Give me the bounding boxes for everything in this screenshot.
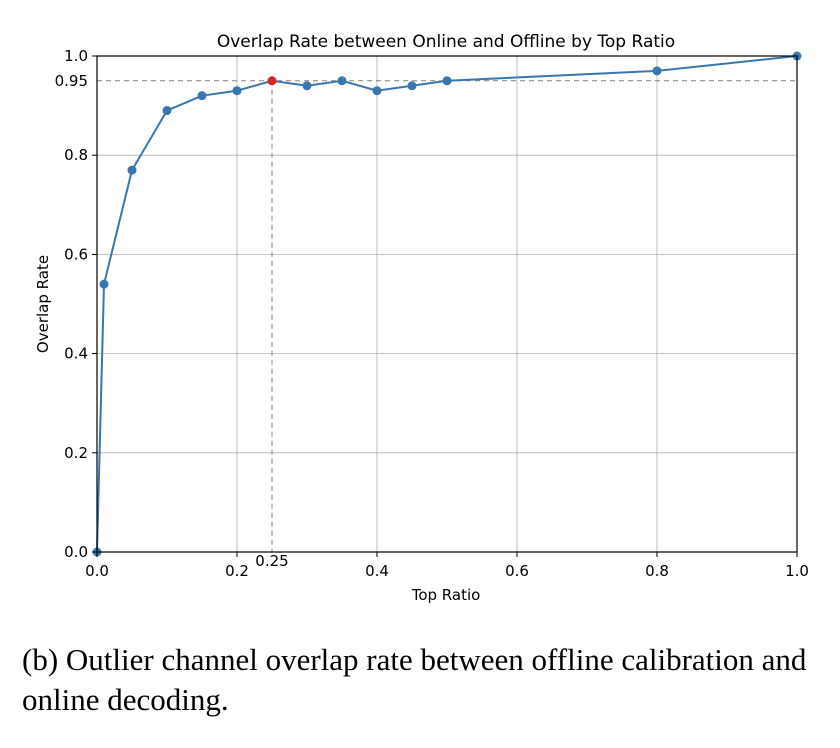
y-axis-label: Overlap Rate: [34, 255, 52, 353]
data-point: [407, 81, 417, 91]
y-tick-label: 0.2: [64, 444, 88, 462]
y-tick-label: 1.0: [64, 47, 88, 65]
vertical-reference-label: 0.25: [255, 552, 288, 570]
chart-svg: Overlap Rate between Online and Offline …: [34, 32, 809, 604]
data-point: [232, 86, 242, 96]
x-tick-label: 1.0: [785, 562, 809, 580]
data-point: [337, 76, 347, 86]
y-tick-label: 0.0: [64, 543, 88, 561]
x-tick-label: 0.8: [645, 562, 669, 580]
data-point: [197, 91, 207, 101]
line-chart: Overlap Rate between Online and Offline …: [34, 32, 809, 604]
grid-lines: [96, 55, 798, 553]
data-points: [92, 51, 802, 557]
data-point: [302, 81, 312, 91]
axis-ticks: 0.0 0.2 0.4 0.6 0.8 1.0 0.0 0.2 0.4 0.6 0.8 1.0 0.95…: [55, 47, 809, 580]
data-point: [127, 165, 137, 175]
x-tick-label: 0.2: [225, 562, 249, 580]
data-point: [442, 76, 452, 86]
plot-frame: [96, 55, 798, 553]
data-point: [652, 66, 662, 76]
series-line: [96, 55, 798, 553]
figure-caption: (b) Outlier channel overlap rate between…: [22, 642, 807, 717]
data-point: [372, 86, 382, 96]
x-tick-label: 0.4: [365, 562, 389, 580]
highlighted-data-point: [267, 76, 277, 86]
data-point: [162, 106, 172, 116]
x-axis-label: Top Ratio: [411, 586, 481, 604]
y-tick-label: 0.6: [64, 245, 88, 263]
data-point: [99, 279, 109, 289]
y-tick-label: 0.8: [64, 146, 88, 164]
reference-lines: [97, 80, 797, 552]
x-tick-label: 0.0: [85, 562, 109, 580]
chart-title: Overlap Rate between Online and Offline …: [217, 32, 675, 52]
x-tick-label: 0.6: [505, 562, 529, 580]
y-tick-label: 0.4: [64, 345, 88, 363]
horizontal-reference-label: 0.95: [55, 72, 88, 90]
series-layer: [96, 55, 798, 553]
